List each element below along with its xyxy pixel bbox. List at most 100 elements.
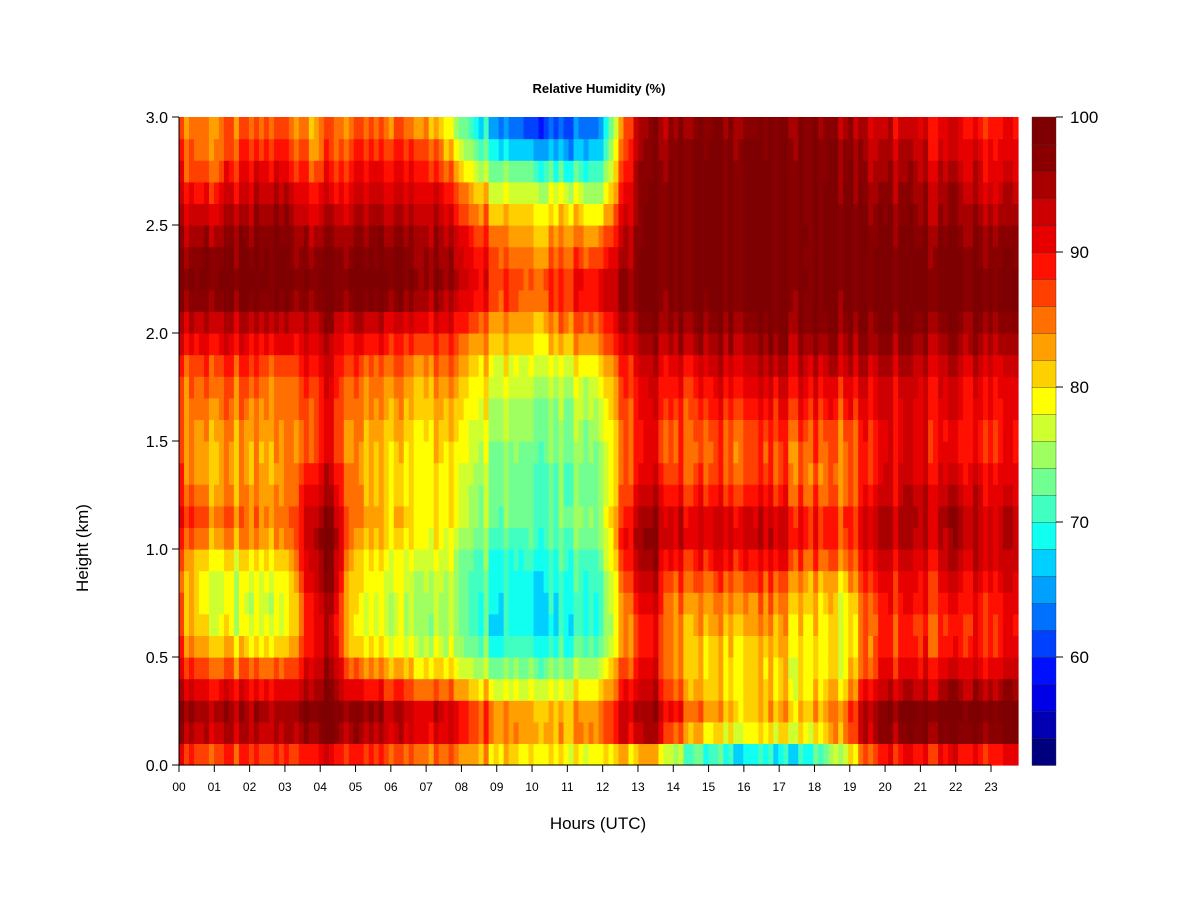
heatmap-cell [758, 397, 764, 420]
heatmap-cell [508, 160, 515, 183]
heatmap-cell [548, 333, 555, 356]
heatmap-cell [313, 138, 320, 161]
heatmap-cell [323, 181, 330, 204]
heatmap-cell [358, 441, 365, 464]
heatmap-cell [888, 570, 894, 593]
heatmap-cell [908, 419, 914, 442]
heatmap-cell [888, 484, 894, 507]
heatmap-cell [418, 203, 425, 226]
heatmap-cell [228, 246, 235, 269]
heatmap-cell [258, 462, 265, 485]
heatmap-cell [228, 397, 235, 420]
heatmap-cell [763, 613, 769, 636]
heatmap-cell [263, 549, 270, 572]
heatmap-cell [713, 549, 719, 572]
heatmap-cell [433, 570, 440, 593]
heatmap-cell [428, 289, 435, 312]
heatmap-cell [828, 549, 834, 572]
heatmap-cell [953, 484, 959, 507]
heatmap-cell [278, 376, 285, 399]
heatmap-cell [463, 527, 470, 550]
heatmap-cell [738, 246, 744, 269]
heatmap-cell [843, 484, 849, 507]
heatmap-cell [738, 181, 744, 204]
heatmap-cell [703, 181, 709, 204]
heatmap-cell [558, 117, 565, 140]
heatmap-cell [668, 311, 675, 334]
heatmap-cell [498, 678, 505, 701]
heatmap-cell [468, 549, 475, 572]
heatmap-cell [648, 203, 655, 226]
heatmap-cell [863, 549, 869, 572]
heatmap-cell [823, 527, 829, 550]
heatmap-cell [193, 138, 200, 161]
heatmap-cell [878, 441, 884, 464]
heatmap-cell [953, 181, 959, 204]
heatmap-cell [648, 657, 655, 680]
heatmap-cell [603, 225, 610, 248]
heatmap-cell [673, 397, 679, 420]
heatmap-cell [483, 333, 490, 356]
heatmap-cell [678, 333, 684, 356]
heatmap-cell [388, 181, 395, 204]
heatmap-cell [268, 376, 275, 399]
heatmap-cell [373, 117, 380, 140]
heatmap-cell [803, 246, 809, 269]
heatmap-cell [963, 181, 969, 204]
heatmap-cell [698, 246, 704, 269]
heatmap-cell [828, 657, 834, 680]
heatmap-cell [818, 635, 824, 658]
heatmap-cell [368, 138, 375, 161]
heatmap-cell [328, 635, 335, 658]
heatmap-cell [263, 592, 270, 615]
heatmap-cell [373, 462, 380, 485]
heatmap-cell [988, 657, 994, 680]
heatmap-cell [408, 311, 415, 334]
heatmap-cell [333, 613, 340, 636]
heatmap-cell [528, 549, 535, 572]
heatmap-cell [598, 484, 605, 507]
heatmap-cell [758, 441, 764, 464]
heatmap-cell [978, 203, 984, 226]
heatmap-cell [268, 268, 275, 291]
heatmap-cell [533, 246, 540, 269]
heatmap-cell [263, 721, 270, 744]
heatmap-cell [603, 311, 610, 334]
heatmap-cell [913, 203, 919, 226]
heatmap-cell [668, 419, 675, 442]
heatmap-cell [973, 635, 979, 658]
heatmap-cell [718, 657, 724, 680]
heatmap-cell [978, 268, 984, 291]
heatmap-cell [973, 441, 979, 464]
heatmap-cell [903, 462, 909, 485]
heatmap-cell [728, 570, 734, 593]
heatmap-cell [248, 592, 255, 615]
heatmap-cell [673, 225, 679, 248]
heatmap-cell [403, 462, 410, 485]
heatmap-cell [473, 138, 480, 161]
heatmap-cell [428, 203, 435, 226]
heatmap-cell [793, 333, 799, 356]
heatmap-cell [803, 311, 809, 334]
heatmap-cell [718, 333, 724, 356]
heatmap-cell [748, 354, 754, 377]
heatmap-cell [193, 333, 200, 356]
heatmap-cell [828, 570, 834, 593]
heatmap-cell [798, 289, 804, 312]
heatmap-cell [828, 397, 834, 420]
heatmap-cell [598, 419, 605, 442]
heatmap-cell [593, 721, 600, 744]
heatmap-cell [523, 657, 530, 680]
heatmap-cell [463, 203, 470, 226]
heatmap-cell [483, 354, 490, 377]
heatmap-cell [488, 441, 495, 464]
heatmap-cell [683, 181, 689, 204]
heatmap-cell [853, 311, 859, 334]
heatmap-cell [663, 441, 670, 464]
heatmap-cell [183, 721, 190, 744]
heatmap-cell [298, 268, 305, 291]
heatmap-cell [623, 117, 630, 140]
heatmap-cell [728, 700, 734, 723]
heatmap-cell [843, 138, 849, 161]
heatmap-cell [863, 181, 869, 204]
